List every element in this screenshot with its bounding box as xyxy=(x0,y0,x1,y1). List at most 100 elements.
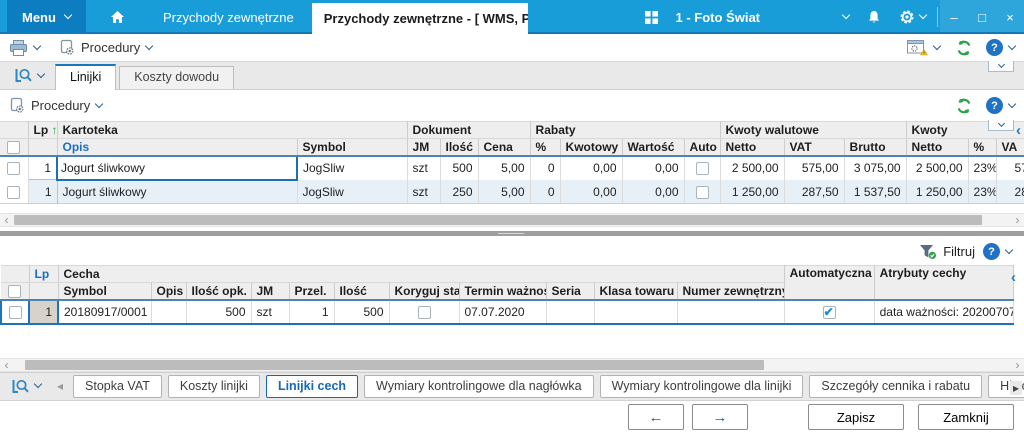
header-symbol[interactable]: Symbol xyxy=(297,138,408,157)
save-button[interactable]: Zapisz xyxy=(808,404,904,431)
wartosc-cell[interactable]: 0,00 xyxy=(622,155,685,180)
procedures-button-lines[interactable]: Procedury xyxy=(9,97,104,114)
horizontal-scrollbar-features[interactable]: ‹ › xyxy=(0,357,1024,372)
scroll-right-icon[interactable]: › xyxy=(1015,357,1020,372)
header-ilosc-opk[interactable]: Ilość opk. xyxy=(186,282,252,301)
kwotowy-cell[interactable]: 0,00 xyxy=(560,179,623,204)
modules-button[interactable] xyxy=(636,0,667,34)
header-jm[interactable]: JM xyxy=(251,282,290,301)
tab-szczegoly-cennika[interactable]: Szczegóły cennika i rabatu xyxy=(809,374,983,398)
close-button[interactable]: × xyxy=(1006,9,1014,25)
header-klasa-towaru[interactable]: Klasa towaru xyxy=(594,282,678,301)
jm-cell[interactable]: szt xyxy=(251,298,290,325)
procedures-button[interactable]: Procedury xyxy=(59,39,154,56)
menu-button[interactable]: Menu xyxy=(7,0,86,34)
help-dropdown-tab[interactable] xyxy=(988,60,1014,72)
atrybuty-cechy-cell[interactable]: data ważności: 20200707 xyxy=(874,298,1014,325)
header-vat-wal[interactable]: VAT xyxy=(784,138,845,157)
print-button[interactable] xyxy=(9,39,42,56)
help-dropdown-tab[interactable] xyxy=(988,119,1014,131)
header-brutto-wal[interactable]: Brutto xyxy=(844,138,907,157)
koryguj-checkbox[interactable] xyxy=(417,305,431,319)
seria-cell[interactable] xyxy=(546,298,595,325)
select-all-checkbox[interactable] xyxy=(8,284,22,298)
header-termin-waznosci[interactable]: Termin ważności xyxy=(459,282,547,301)
tab-stopka-vat[interactable]: Stopka VAT xyxy=(73,374,162,398)
grid-view-button[interactable] xyxy=(6,67,52,84)
settings-button[interactable] xyxy=(890,0,935,34)
collapse-panel-icon[interactable]: ‹ xyxy=(1016,122,1021,139)
auto-checkbox[interactable] xyxy=(695,185,709,199)
netto-wal-cell[interactable]: 2 500,00 xyxy=(720,155,785,180)
tab-prev-icon[interactable]: ◂ xyxy=(57,379,64,394)
tab-linijki-cech[interactable]: Linijki cech xyxy=(265,374,359,398)
jm-cell[interactable]: szt xyxy=(407,179,441,204)
home-button[interactable] xyxy=(96,0,139,34)
vat-pct-cell[interactable]: 23% xyxy=(968,179,997,204)
header-ilosc[interactable]: Ilość xyxy=(334,282,390,301)
header-kwotowy[interactable]: Kwotowy xyxy=(560,138,623,157)
filter-button[interactable]: Filtruj xyxy=(919,244,975,260)
termin-waznosci-cell[interactable]: 07.07.2020 xyxy=(459,298,547,325)
symbol-cell[interactable]: JogSliw xyxy=(297,155,408,180)
settings-alert-button[interactable] xyxy=(907,39,942,56)
vat-cell[interactable]: 575 xyxy=(996,155,1024,180)
tab-next-icon[interactable]: ▸ xyxy=(1009,380,1022,395)
header-opis[interactable]: Opis xyxy=(151,282,187,301)
vat-cell[interactable]: 287 xyxy=(996,179,1024,204)
help-features-button[interactable]: ? xyxy=(983,243,1014,260)
cena-cell[interactable]: 5,00 xyxy=(478,179,531,204)
header-symbol[interactable]: Symbol xyxy=(58,282,152,301)
header-seria[interactable]: Seria xyxy=(546,282,595,301)
company-dropdown[interactable] xyxy=(834,0,858,34)
brutto-wal-cell[interactable]: 3 075,00 xyxy=(844,155,907,180)
scroll-left-icon[interactable]: ‹ xyxy=(4,357,9,372)
netto-cell[interactable]: 1 250,00 xyxy=(906,179,969,204)
header-vat[interactable]: VA xyxy=(996,138,1024,157)
scrollbar-thumb[interactable] xyxy=(14,215,983,225)
header-opis[interactable]: Opis xyxy=(57,138,298,157)
row-checkbox[interactable] xyxy=(7,161,21,175)
vat-wal-cell[interactable]: 575,00 xyxy=(784,155,845,180)
ilosc-cell[interactable]: 500 xyxy=(440,155,479,180)
kwotowy-cell[interactable]: 0,00 xyxy=(560,155,623,180)
header-netto[interactable]: Netto xyxy=(906,138,969,157)
select-all-checkbox[interactable] xyxy=(7,140,21,154)
table-row[interactable]: 1 Jogurt śliwkowy JogSliw szt 500 5,00 0… xyxy=(0,154,1024,181)
grid-view-button[interactable] xyxy=(5,378,47,395)
numer-zewnetrzny-cell[interactable] xyxy=(677,298,785,325)
symbol-cell[interactable]: JogSliw xyxy=(297,179,408,204)
header-lp[interactable]: Lp ↑ xyxy=(28,121,58,139)
table-row[interactable]: 1 Jogurt śliwkowy JogSliw szt 250 5,00 0… xyxy=(0,179,1024,204)
header-jm[interactable]: JM xyxy=(407,138,441,157)
tab-wymiary-linijki[interactable]: Wymiary kontrolingowe dla linijki xyxy=(599,374,804,398)
ilosc-cell[interactable]: 500 xyxy=(334,298,390,325)
netto-wal-cell[interactable]: 1 250,00 xyxy=(720,179,785,204)
scrollbar-thumb[interactable] xyxy=(25,359,764,370)
header-vat-pct[interactable]: % xyxy=(968,138,997,157)
scrollbar-track[interactable] xyxy=(13,359,1011,370)
jm-cell[interactable]: szt xyxy=(407,155,441,180)
auto-checkbox[interactable] xyxy=(695,161,709,175)
brutto-wal-cell[interactable]: 1 537,50 xyxy=(844,179,907,204)
header-auto[interactable]: Auto xyxy=(684,138,721,157)
header-rabat-pct[interactable]: % xyxy=(530,138,561,157)
przel-cell[interactable]: 1 xyxy=(289,298,335,325)
automatyczna-checkbox[interactable] xyxy=(822,305,836,319)
symbol-cell[interactable]: 20180917/0001 xyxy=(58,298,152,325)
ilosc-cell[interactable]: 250 xyxy=(440,179,479,204)
ilosc-opk-cell[interactable]: 500 xyxy=(186,298,252,325)
header-koryguj-stan[interactable]: Koryguj stan xyxy=(389,282,460,301)
cena-cell[interactable]: 5,00 xyxy=(478,155,531,180)
tab-przychody-zewnetrzne-document[interactable]: Przychody zewnętrzne - [ WMS, PZ ] xyxy=(311,3,528,34)
refresh-lines-button[interactable] xyxy=(955,97,973,115)
collapse-panel-icon[interactable]: ‹ xyxy=(1011,269,1016,286)
tab-koszty-dowodu[interactable]: Koszty dowodu xyxy=(119,66,235,89)
tab-linijki[interactable]: Linijki xyxy=(55,64,117,90)
vat-wal-cell[interactable]: 287,50 xyxy=(784,179,845,204)
rabat-pct-cell[interactable]: 0 xyxy=(530,155,561,180)
tab-koszty-linijki[interactable]: Koszty linijki xyxy=(167,374,260,398)
previous-record-button[interactable]: ← xyxy=(628,404,684,431)
help-button[interactable]: ? xyxy=(986,39,1017,56)
row-checkbox[interactable] xyxy=(7,185,21,199)
